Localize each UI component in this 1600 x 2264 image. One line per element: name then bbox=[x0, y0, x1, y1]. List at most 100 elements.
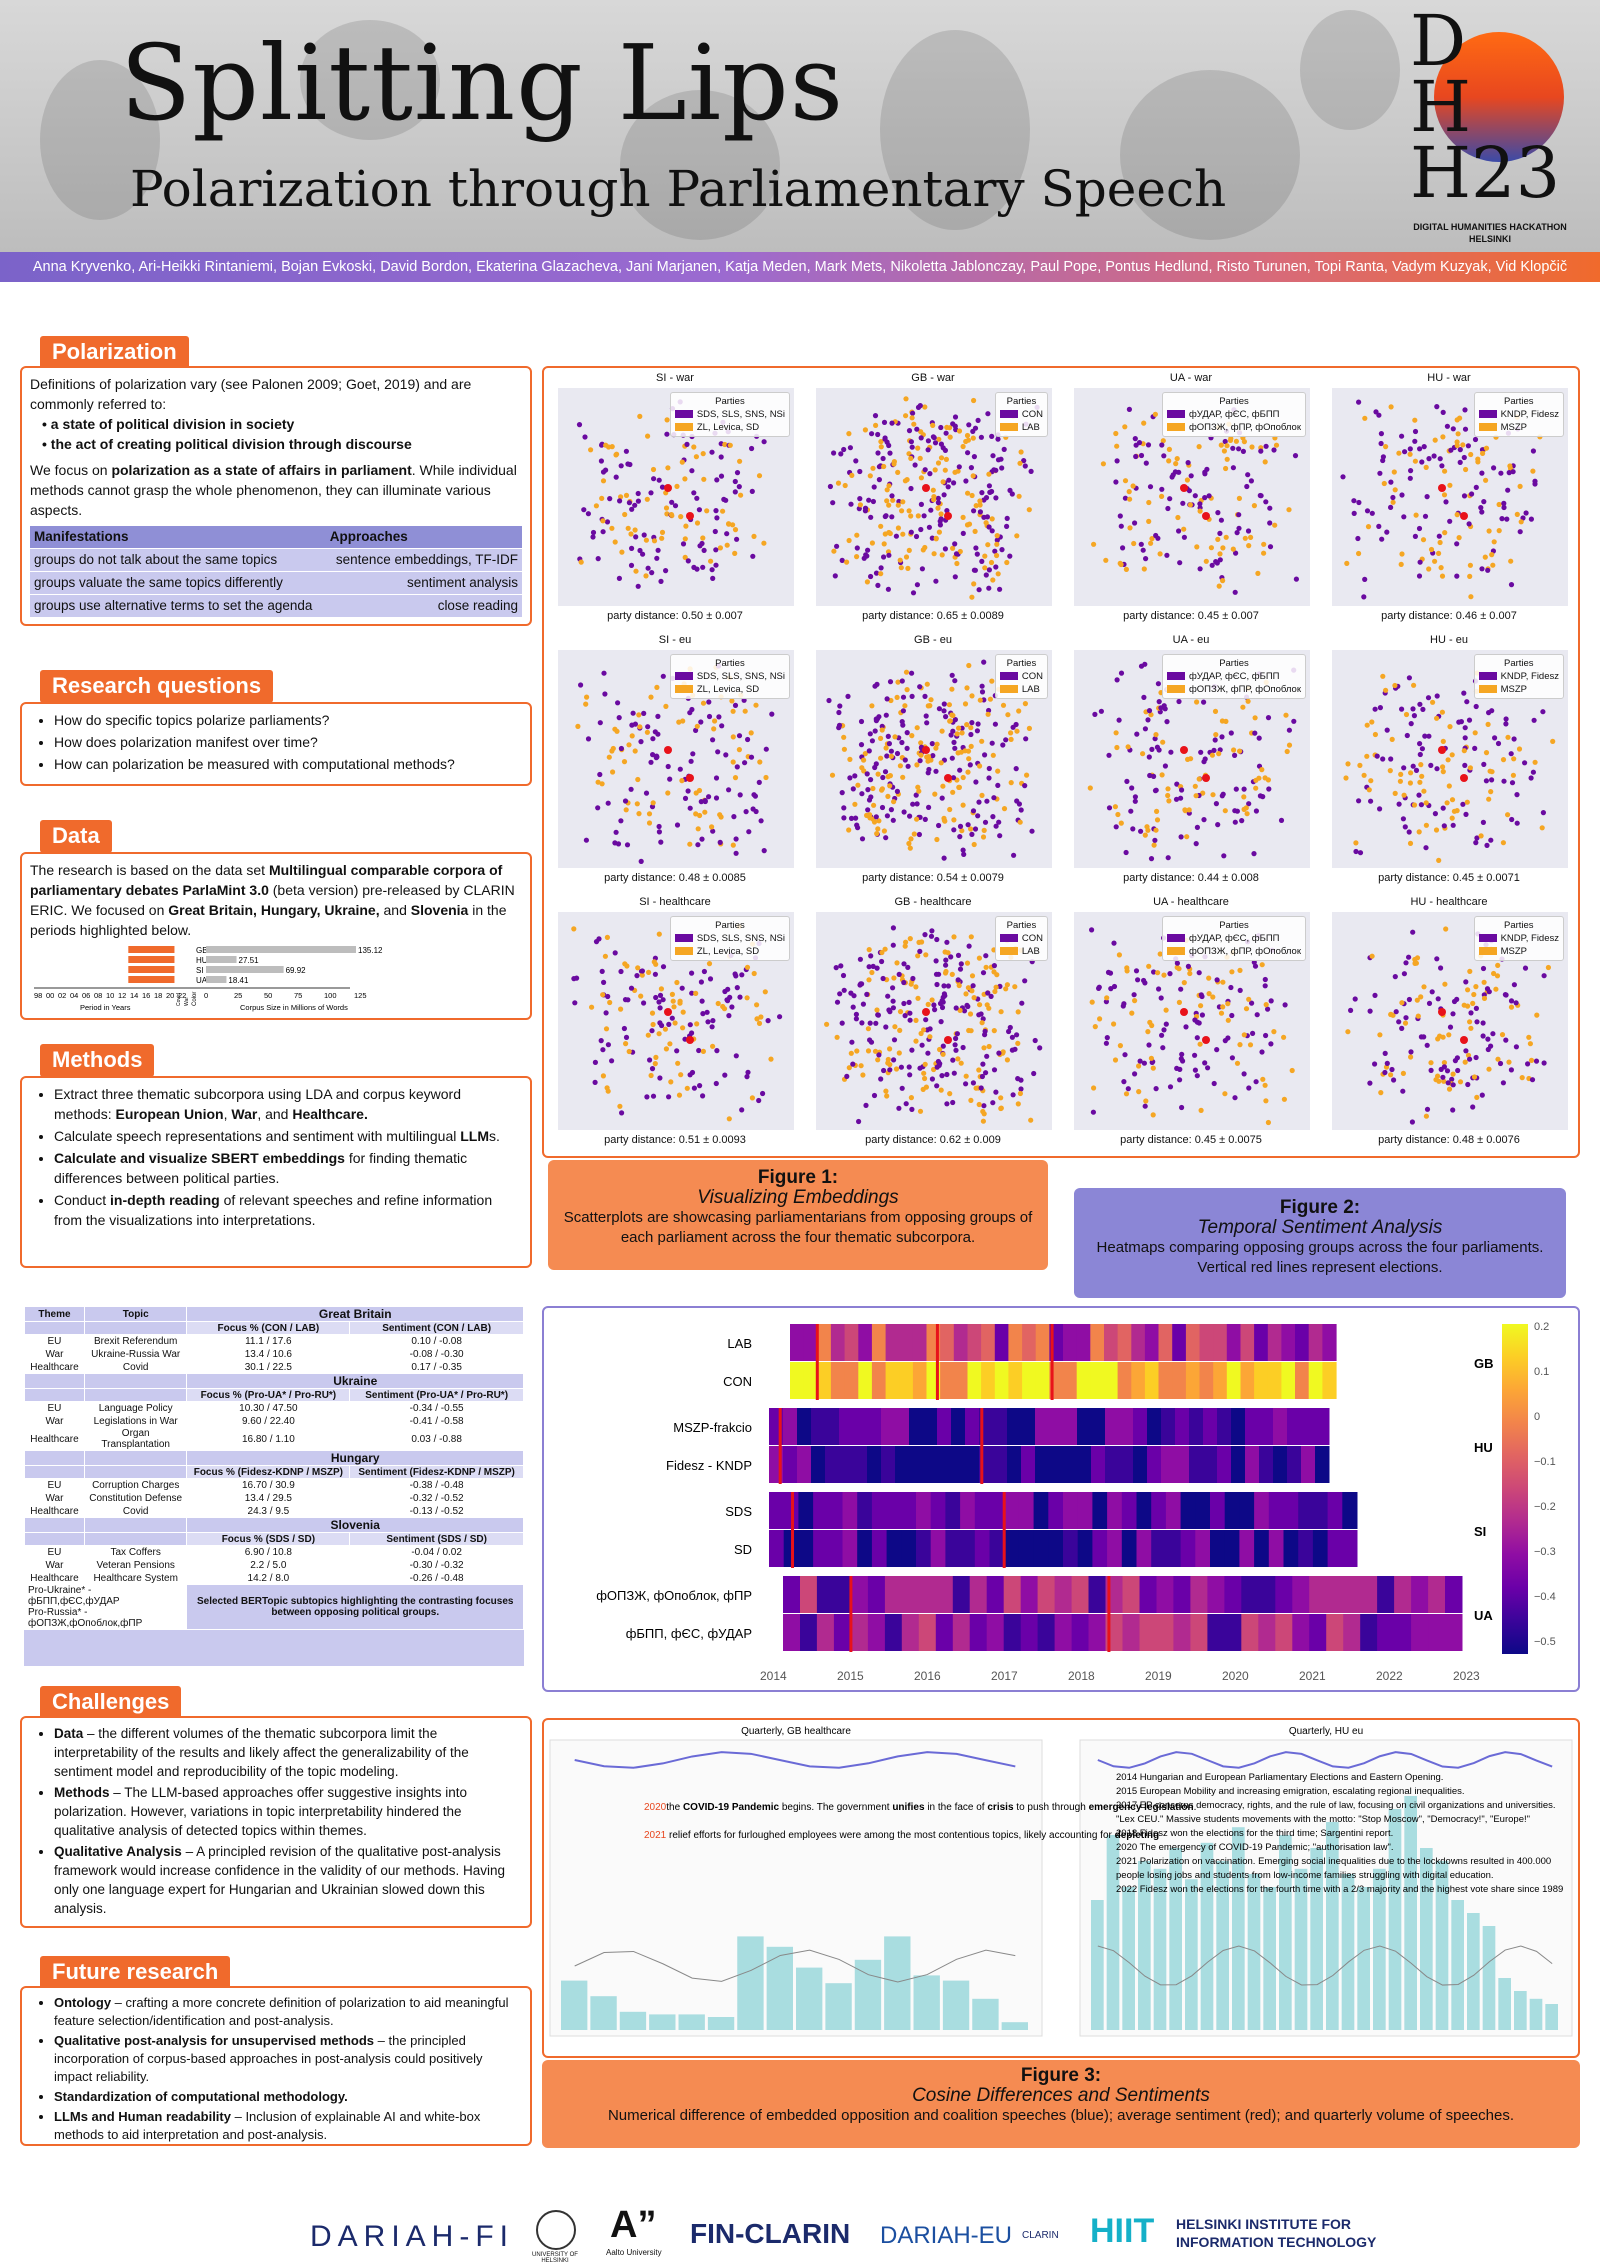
scatter-point bbox=[701, 547, 707, 553]
scatter-point bbox=[907, 1072, 913, 1078]
scatter-point bbox=[1196, 1020, 1202, 1026]
scatter-point bbox=[1209, 562, 1215, 568]
scatter-point bbox=[993, 984, 999, 990]
scatter-point bbox=[1407, 446, 1413, 452]
scatter-point bbox=[1019, 1000, 1025, 1006]
scatter-point bbox=[694, 1021, 700, 1027]
scatter-point bbox=[1132, 794, 1138, 800]
scatter-point bbox=[913, 1017, 919, 1023]
heatmap-cell bbox=[844, 1324, 859, 1361]
scatter-point bbox=[749, 1095, 755, 1101]
scatter-point bbox=[1399, 551, 1405, 557]
scatter-point bbox=[863, 1102, 869, 1108]
scatter-point bbox=[679, 459, 685, 465]
scatter-point bbox=[630, 710, 636, 716]
scatter-point bbox=[975, 721, 981, 727]
scatter-point bbox=[1087, 785, 1093, 791]
scatter-point bbox=[713, 1080, 719, 1087]
scatter-point bbox=[1418, 762, 1424, 768]
scatter-point bbox=[768, 1056, 774, 1062]
scatter-point bbox=[1245, 472, 1251, 478]
scatter-point bbox=[604, 519, 611, 525]
scatter-point bbox=[1388, 504, 1394, 510]
scatter-point bbox=[947, 806, 953, 813]
scatter-point bbox=[1510, 469, 1516, 475]
heatmap-cell bbox=[1275, 1576, 1293, 1613]
scatter-point bbox=[943, 957, 949, 963]
scatter-point bbox=[1120, 545, 1126, 551]
scatter-point bbox=[1123, 566, 1129, 572]
scatter-point bbox=[990, 814, 996, 820]
scatter-point bbox=[1242, 535, 1248, 541]
heatmap-cell bbox=[945, 1492, 961, 1529]
scatter-point bbox=[1023, 736, 1029, 742]
scatter-point bbox=[1497, 1060, 1504, 1067]
scatter-point bbox=[1153, 787, 1159, 793]
scatter-point bbox=[1383, 687, 1389, 693]
scatter-point bbox=[1513, 1000, 1519, 1006]
heatmap-cell bbox=[951, 1446, 966, 1483]
footer-logos: DARIAH-FI UNIVERSITY OF HELSINKI A” Aalt… bbox=[310, 2204, 1377, 2264]
scatter-point bbox=[992, 721, 998, 727]
scatter-point bbox=[595, 556, 601, 562]
scatter-point bbox=[1517, 483, 1523, 489]
scatter-point bbox=[890, 497, 896, 503]
scatter-point bbox=[1111, 1021, 1117, 1027]
table-cell: -0.38 / -0.48 bbox=[349, 1478, 524, 1492]
scatter-point bbox=[839, 557, 845, 563]
scatter-point bbox=[890, 998, 896, 1004]
scatter-point bbox=[696, 507, 702, 513]
heatmap-cell bbox=[1241, 1614, 1259, 1651]
scatter-point bbox=[1442, 468, 1448, 474]
scatter-point bbox=[605, 1042, 611, 1048]
colorbar-tick: 0 bbox=[1534, 1411, 1540, 1423]
volume-bar bbox=[1404, 1796, 1417, 2030]
scatter-point bbox=[840, 972, 847, 979]
scatter-point bbox=[1140, 751, 1146, 757]
scatter-point bbox=[1161, 453, 1167, 459]
scatter-point bbox=[1246, 801, 1252, 807]
scatter-point bbox=[684, 1085, 690, 1091]
scatter-point bbox=[1378, 440, 1384, 447]
scatter-point bbox=[1437, 456, 1443, 462]
scatter-point bbox=[985, 990, 991, 996]
scatter-point bbox=[717, 812, 723, 818]
heatmap-cell bbox=[1139, 1614, 1157, 1651]
scatter-point bbox=[1223, 718, 1229, 724]
scatter-point bbox=[1214, 1047, 1220, 1053]
scatter-point bbox=[869, 540, 875, 546]
table-cell: 13.4 / 10.6 bbox=[186, 1347, 351, 1361]
scatter-point bbox=[1131, 540, 1137, 547]
scatter-point bbox=[677, 766, 683, 772]
scatter-point bbox=[908, 836, 914, 842]
volume-bar bbox=[766, 1946, 793, 2030]
centroid-point bbox=[944, 774, 952, 782]
scatter-point bbox=[637, 724, 643, 730]
scatter-point bbox=[1291, 718, 1297, 724]
year-tick: 10 bbox=[106, 991, 114, 1000]
scatter-point bbox=[1141, 694, 1147, 700]
scatter-point bbox=[1398, 771, 1404, 777]
scatter-point bbox=[1396, 450, 1402, 456]
scatter-point bbox=[1412, 428, 1419, 435]
scatter-point bbox=[1496, 528, 1502, 534]
scatter-point bbox=[1163, 1007, 1169, 1013]
scatter-point bbox=[1009, 1047, 1015, 1053]
scatter-point bbox=[729, 1004, 735, 1010]
panel-title: UA - war bbox=[1169, 372, 1213, 384]
scatter-point bbox=[1401, 514, 1407, 520]
scatter-point bbox=[677, 1000, 683, 1006]
scatter-point bbox=[1403, 1015, 1409, 1021]
table-cell: Healthcare bbox=[24, 1571, 85, 1585]
scatter-point bbox=[701, 968, 707, 975]
scatter-point bbox=[744, 1074, 750, 1080]
table-row: War Constitution Defense 13.4 / 29.5 -0.32 … bbox=[24, 1491, 524, 1505]
heatmap-cell bbox=[1172, 1362, 1187, 1399]
heatmap-cell bbox=[813, 1530, 829, 1567]
scatter-point bbox=[1532, 481, 1538, 487]
fig3-panel-title: Quarterly, HU eu bbox=[1289, 1726, 1363, 1737]
scatter-point bbox=[1423, 845, 1429, 851]
scatter-point bbox=[947, 434, 953, 440]
scatter-point bbox=[911, 421, 917, 427]
